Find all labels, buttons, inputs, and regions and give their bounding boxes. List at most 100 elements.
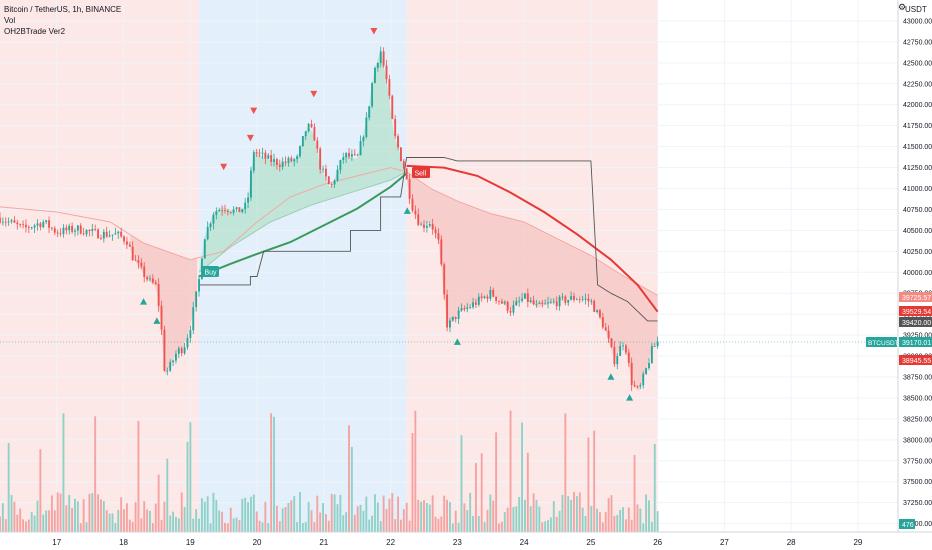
volume-bar-194 — [558, 510, 561, 532]
candle-2 — [4, 217, 7, 227]
candle-body — [350, 154, 353, 157]
candle-body — [423, 224, 425, 228]
candle-body — [509, 310, 512, 313]
volume-bar-220 — [633, 454, 636, 532]
candle-body — [362, 136, 365, 142]
candle-body — [446, 294, 449, 328]
volume-bar-3 — [7, 442, 10, 532]
price-tick-10: 40500.00 — [903, 228, 932, 235]
candle-body — [284, 161, 287, 163]
signal-markers — [140, 27, 634, 401]
candle-71 — [203, 238, 206, 259]
candle-189 — [544, 299, 547, 305]
volume-bar-13 — [36, 500, 39, 532]
candle-body — [480, 296, 483, 298]
candle-77 — [221, 205, 224, 216]
candle-body — [301, 136, 304, 147]
candle-body — [111, 234, 114, 236]
volume-bar-114 — [327, 520, 330, 532]
candle-65 — [186, 334, 189, 350]
candle-body — [247, 197, 250, 203]
candle-72 — [206, 221, 209, 241]
candle-91 — [261, 147, 264, 159]
settings-gear-icon[interactable]: ⚙ — [898, 2, 907, 12]
candle-212 — [610, 337, 613, 348]
candle-19 — [53, 226, 56, 236]
candle-body — [656, 341, 659, 347]
volume-bar-68 — [195, 509, 198, 532]
volume-bar-16 — [45, 510, 48, 532]
candle-50 — [143, 262, 146, 283]
candle-21 — [59, 228, 62, 237]
buy-triangle-0 — [140, 298, 148, 305]
candle-body — [578, 299, 581, 301]
volume-bar-33 — [94, 416, 97, 532]
candle-151 — [434, 226, 437, 239]
candle-body — [434, 229, 437, 234]
volume-bar-104 — [299, 492, 301, 532]
candle-body — [177, 348, 180, 354]
candle-body — [469, 307, 472, 309]
volume-bar-142 — [408, 520, 411, 532]
candle-26 — [74, 228, 76, 237]
candle-126 — [362, 135, 365, 147]
candle-132 — [379, 46, 382, 68]
volume-bar-37 — [105, 510, 108, 532]
volume-bar-213 — [613, 515, 616, 532]
volume-legend: Vol — [4, 16, 16, 25]
volume-bar-227 — [653, 443, 656, 532]
buy-triangle-3 — [453, 338, 461, 345]
volume-bar-47 — [134, 502, 137, 532]
volume-bar-48 — [137, 420, 140, 532]
volume-bar-185 — [532, 493, 535, 532]
candle-body — [296, 156, 299, 160]
volume-bar-60 — [172, 511, 175, 532]
candle-206 — [593, 299, 596, 313]
candle-body — [575, 299, 578, 301]
candle-body — [235, 207, 238, 210]
sell-triangle-1 — [246, 134, 254, 142]
candle-body — [33, 225, 36, 228]
volume-bar-69 — [198, 518, 200, 532]
candle-59 — [169, 359, 172, 372]
svg-text:38945.55: 38945.55 — [902, 358, 931, 365]
price-tick-21: 37750.00 — [903, 458, 932, 465]
candle-body — [258, 152, 261, 154]
candle-98 — [281, 157, 284, 170]
volume-bar-99 — [284, 506, 287, 532]
candle-body — [639, 385, 642, 387]
volume-bar-196 — [564, 413, 567, 532]
candle-body — [368, 106, 371, 118]
candle-0 — [0, 212, 1, 225]
chart-legend: Bitcoin / TetherUS, 1h, BINANCE Vol OH2B… — [4, 4, 121, 37]
candle-14 — [39, 221, 42, 231]
candle-body — [601, 317, 604, 328]
candle-body — [330, 184, 333, 185]
candle-body — [232, 209, 235, 213]
candle-body — [7, 221, 10, 223]
volume-bar-157 — [451, 523, 454, 532]
candle-body — [371, 83, 374, 107]
candle-body — [264, 152, 267, 159]
candle-175 — [503, 300, 506, 306]
candle-body — [489, 290, 492, 299]
candle-body — [590, 301, 593, 302]
candle-136 — [391, 94, 394, 120]
candle-body — [324, 168, 327, 177]
candle-body — [209, 223, 212, 227]
candle-body — [128, 244, 131, 247]
volume-bar-168 — [483, 522, 486, 532]
volume-bar-111 — [319, 512, 322, 532]
volume-bar-92 — [264, 501, 267, 532]
candle-body — [45, 220, 48, 222]
volume-bar-9 — [25, 521, 27, 532]
volume-bar-28 — [79, 523, 82, 532]
candle-body — [50, 227, 53, 229]
candle-body — [443, 264, 446, 295]
volume-bar-132 — [379, 521, 382, 532]
candle-84 — [241, 208, 244, 214]
candle-body — [457, 310, 460, 320]
candle-body — [198, 279, 200, 292]
candle-191 — [549, 298, 552, 304]
